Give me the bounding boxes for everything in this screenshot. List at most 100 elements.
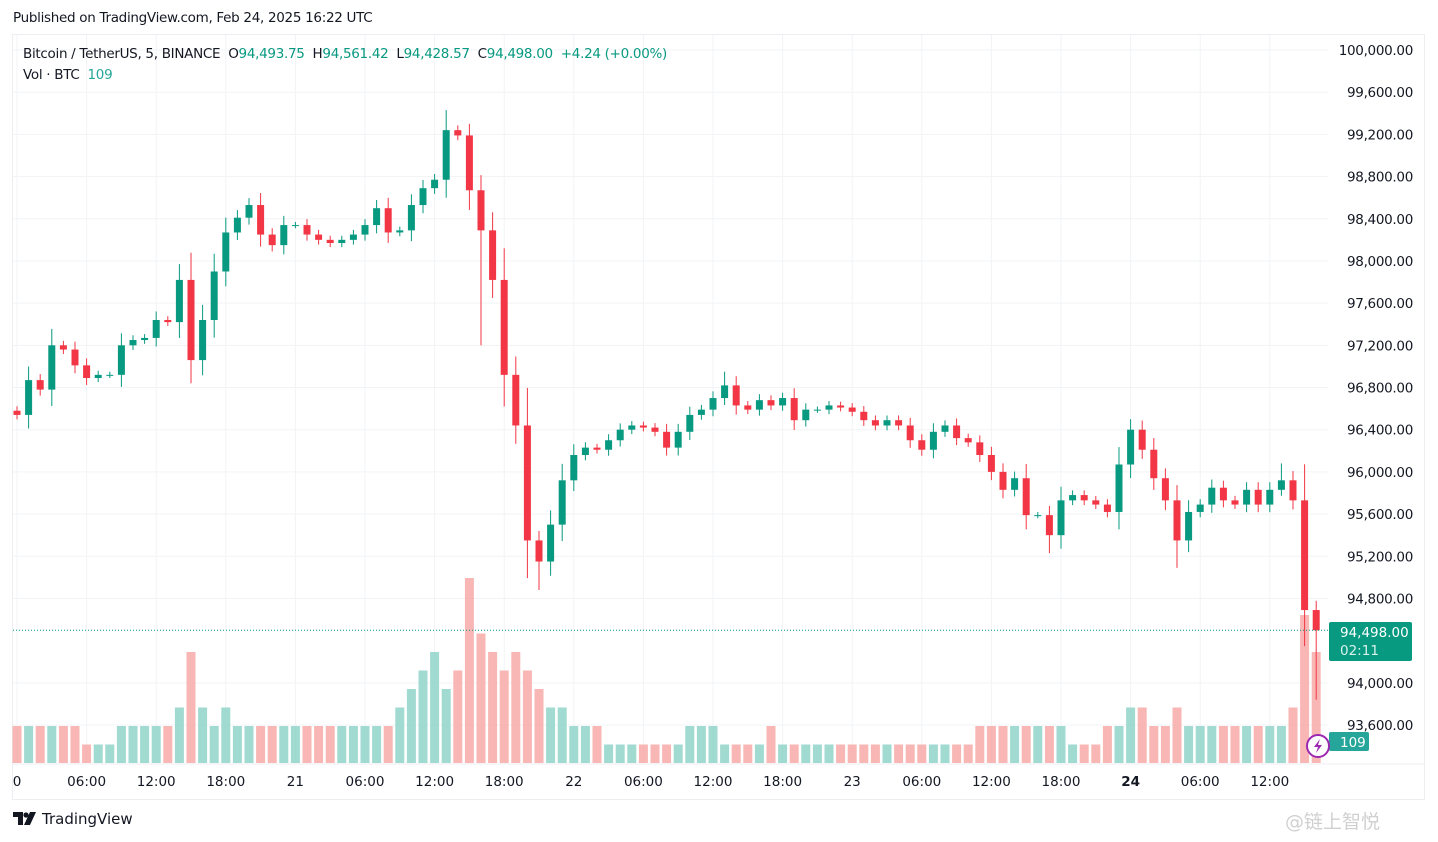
symbol-title[interactable]: Bitcoin / TetherUS, 5, BINANCE [23, 46, 221, 62]
candle-body [535, 540, 543, 562]
change-value: +4.24 (+0.00%) [560, 46, 668, 62]
time-tick-label: 21 [287, 774, 304, 790]
volume-bar [534, 689, 544, 763]
candle-body [651, 427, 659, 432]
candle-body [790, 398, 798, 421]
grid [13, 35, 1425, 765]
candle-body [210, 271, 218, 321]
candle-body [987, 455, 995, 472]
candle-body [697, 409, 705, 415]
time-axis[interactable]: 0 06:00 12:00 18:00 21 06:00 12:00 18:00 22 06:00… [13, 774, 1290, 790]
candle-body [500, 279, 508, 375]
candle-body [59, 345, 67, 350]
volume-badge: 109 [1329, 732, 1369, 751]
high-value: 94,561.42 [322, 46, 389, 62]
candle-body [1208, 487, 1216, 505]
candle-body [477, 190, 485, 231]
volume-bar [1091, 744, 1101, 763]
low-value: 94,428.57 [403, 46, 470, 62]
low-label: L [396, 46, 404, 62]
tradingview-logo[interactable]: TradingView [13, 810, 133, 828]
volume-bar [418, 670, 428, 763]
last-price-badge: 94,498.00 02:11 [1329, 622, 1412, 661]
volume-bar [198, 707, 208, 763]
candle-body [326, 239, 334, 244]
candle-body [581, 447, 589, 456]
candle-body [338, 239, 346, 244]
high-label: H [312, 46, 323, 62]
volume-bar [511, 652, 521, 763]
lightning-icon[interactable] [1306, 734, 1330, 758]
candle-body [883, 420, 891, 426]
volume-bar [256, 726, 266, 763]
candle-body [1161, 478, 1169, 501]
volume-bar [1079, 744, 1089, 763]
volume-bar [290, 726, 300, 763]
volume-bar [1056, 726, 1066, 763]
candle-body [512, 374, 520, 426]
candle-body [1080, 495, 1088, 501]
time-tick-label: 18:00 [206, 774, 245, 790]
price-tick-label: 96,000.00 [1347, 465, 1413, 481]
price-tick-label: 98,400.00 [1347, 212, 1413, 228]
candle-body [929, 431, 937, 450]
volume-bar [105, 744, 115, 763]
price-tick-label: 94,000.00 [1347, 676, 1413, 692]
volume-bar [1010, 726, 1020, 763]
candle-body [871, 420, 879, 426]
candle-body [779, 398, 787, 406]
volume-bar [882, 744, 892, 763]
time-tick-label: 12:00 [694, 774, 733, 790]
volume-bar [546, 707, 556, 763]
candle-body [1277, 480, 1285, 490]
candle-body [1254, 489, 1262, 505]
volume-bar [476, 633, 486, 763]
volume-badge-value: 109 [1340, 735, 1366, 751]
volume-bar [406, 689, 416, 763]
volume-bar [894, 744, 904, 763]
volume-bar [766, 726, 776, 763]
volume-bar [279, 726, 289, 763]
volume-bar [325, 726, 335, 763]
volume-bar [1114, 726, 1124, 763]
candle-body [1243, 489, 1251, 505]
candle-body [117, 345, 125, 375]
watermark: @链上智悦 [1285, 811, 1381, 833]
volume-bar [522, 670, 532, 763]
volume-bar [847, 744, 857, 763]
candle-body [1103, 504, 1111, 512]
volume-bar [801, 744, 811, 763]
candle-body [36, 380, 44, 390]
volume-bar [1021, 726, 1031, 763]
volume-bar [1160, 726, 1170, 763]
candle-body [1057, 500, 1065, 536]
candle-body [1069, 495, 1077, 501]
price-tick-label: 95,200.00 [1347, 549, 1413, 565]
candle-body [1289, 480, 1297, 501]
candle-body [999, 471, 1007, 490]
candle-body [1034, 515, 1042, 517]
candle-body [454, 130, 462, 136]
candle-body [1185, 511, 1193, 541]
volume-bar [940, 744, 950, 763]
candle-body [48, 345, 56, 390]
volume-bar [1242, 726, 1252, 763]
price-axis[interactable]: 100,000.00 99,600.00 99,200.00 98,800.00 98,… [1339, 43, 1414, 734]
volume-bar [870, 744, 880, 763]
volume-bar [905, 744, 915, 763]
volume-bar [824, 744, 834, 763]
candle-body [152, 320, 160, 338]
volume-bar [952, 744, 962, 763]
volume-bar [720, 744, 730, 763]
volume-bar [836, 744, 846, 763]
candle-body [407, 205, 415, 231]
open-value: 94,493.75 [238, 46, 305, 62]
volume-bar [604, 744, 614, 763]
candle-body [1022, 478, 1030, 516]
candle-body [721, 385, 729, 399]
volume-bar [1195, 726, 1205, 763]
volume-bar [70, 726, 80, 763]
candle-body [465, 135, 473, 191]
volume-bar [1044, 726, 1054, 763]
